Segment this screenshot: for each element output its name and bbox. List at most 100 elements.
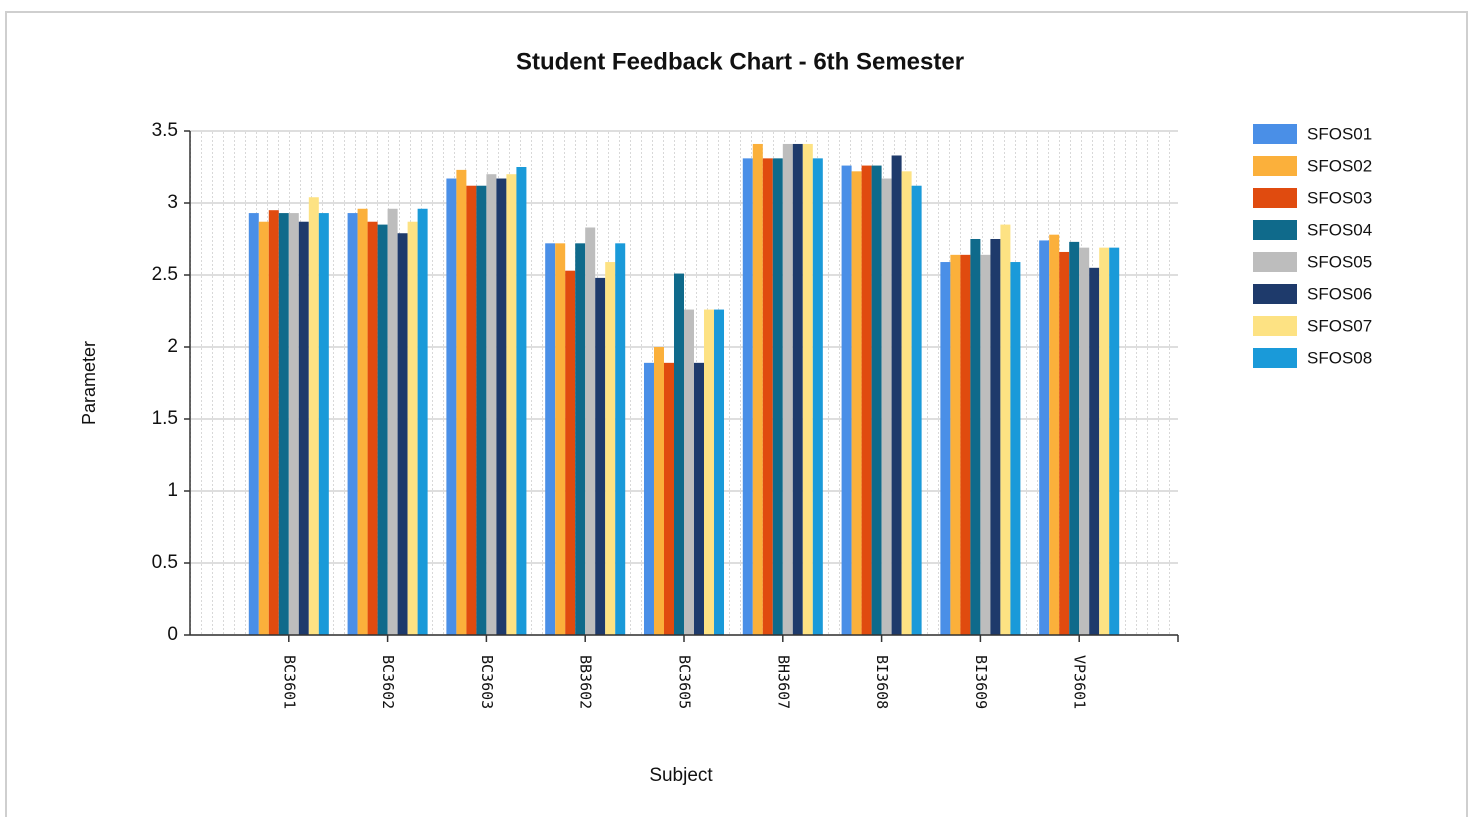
bar	[308, 197, 319, 636]
y-tick-label: 3	[167, 192, 178, 213]
y-tick-label: 2	[167, 336, 178, 357]
bar	[1099, 247, 1110, 635]
legend-label: SFOS05	[1307, 252, 1372, 271]
bar	[288, 213, 299, 635]
bar	[742, 158, 753, 636]
bar	[565, 270, 576, 635]
bar	[704, 309, 715, 635]
bar	[851, 171, 862, 635]
x-tick-label: BC3602	[379, 655, 397, 709]
bar	[605, 262, 616, 635]
bar	[980, 254, 991, 635]
bar	[881, 178, 892, 635]
bar	[545, 243, 556, 635]
legend-label: SFOS04	[1307, 220, 1372, 239]
bar	[871, 165, 882, 635]
bar	[802, 143, 813, 635]
legend-swatch	[1253, 156, 1297, 176]
x-tick-label: VP3601	[1071, 655, 1089, 709]
bar	[466, 185, 477, 635]
bar	[960, 254, 971, 635]
y-tick-label: 2.5	[152, 264, 178, 285]
chart-title: Student Feedback Chart - 6th Semester	[516, 48, 964, 75]
bar	[268, 210, 279, 635]
bar	[595, 277, 606, 635]
bar	[643, 362, 654, 635]
legend-label: SFOS03	[1307, 188, 1372, 207]
x-tick-label: BB3602	[577, 655, 595, 709]
bar	[456, 169, 467, 635]
bar	[891, 155, 902, 636]
bar	[377, 224, 388, 635]
legend-swatch	[1253, 252, 1297, 272]
bar	[841, 165, 852, 635]
y-tick-label: 3.5	[152, 120, 178, 141]
legend-swatch	[1253, 124, 1297, 144]
bar	[615, 243, 626, 635]
bar	[506, 174, 517, 635]
bar	[673, 273, 684, 635]
bar	[762, 158, 773, 636]
bar	[555, 243, 566, 635]
y-tick-label: 1.5	[152, 408, 178, 429]
bar	[476, 185, 487, 635]
bar	[663, 362, 674, 635]
x-tick-label: BC3601	[280, 655, 298, 709]
frame	[5, 11, 1468, 817]
legend-swatch	[1253, 284, 1297, 304]
bar	[792, 143, 803, 635]
y-tick-label: 0.5	[152, 552, 178, 573]
bar	[1089, 267, 1100, 635]
bar	[258, 221, 269, 635]
bar	[990, 239, 1001, 635]
legend-label: SFOS01	[1307, 124, 1372, 143]
bar	[1069, 241, 1080, 635]
legend-swatch	[1253, 316, 1297, 336]
legend-swatch	[1253, 188, 1297, 208]
bar	[248, 213, 259, 635]
legend-label: SFOS06	[1307, 284, 1372, 303]
bar	[298, 221, 309, 635]
bar	[347, 213, 358, 635]
bar	[970, 239, 981, 635]
bar	[575, 243, 586, 635]
bar	[772, 158, 783, 636]
bar	[496, 178, 507, 635]
bar	[684, 309, 695, 635]
x-tick-label: BH3607	[774, 655, 792, 709]
bar	[1000, 224, 1011, 635]
y-axis-label: Parameter	[79, 341, 99, 425]
bar	[1010, 262, 1021, 635]
bar	[1059, 251, 1070, 635]
x-tick-label: BC3605	[676, 655, 694, 709]
bar	[714, 309, 725, 635]
legend-label: SFOS08	[1307, 348, 1372, 367]
bar	[585, 227, 596, 636]
bar	[812, 158, 823, 636]
bar	[1039, 240, 1050, 635]
bar	[486, 174, 497, 635]
bar	[911, 185, 922, 635]
x-tick-label: BI3609	[972, 655, 990, 709]
legend-label: SFOS07	[1307, 316, 1372, 335]
bar	[901, 171, 912, 635]
bar	[318, 213, 329, 635]
bar	[397, 233, 408, 636]
legend-swatch	[1253, 220, 1297, 240]
y-tick-label: 1	[167, 480, 178, 501]
bar	[782, 143, 793, 635]
bar	[940, 262, 951, 635]
bar	[950, 254, 961, 635]
x-axis-label: Subject	[649, 765, 713, 786]
bar	[653, 347, 664, 635]
bar	[1109, 247, 1120, 635]
bar	[407, 221, 418, 635]
bar	[694, 362, 705, 635]
bar	[446, 178, 457, 635]
bar	[1079, 247, 1090, 635]
x-tick-label: BC3603	[478, 655, 496, 709]
legend-label: SFOS02	[1307, 156, 1372, 175]
bar	[278, 213, 289, 635]
